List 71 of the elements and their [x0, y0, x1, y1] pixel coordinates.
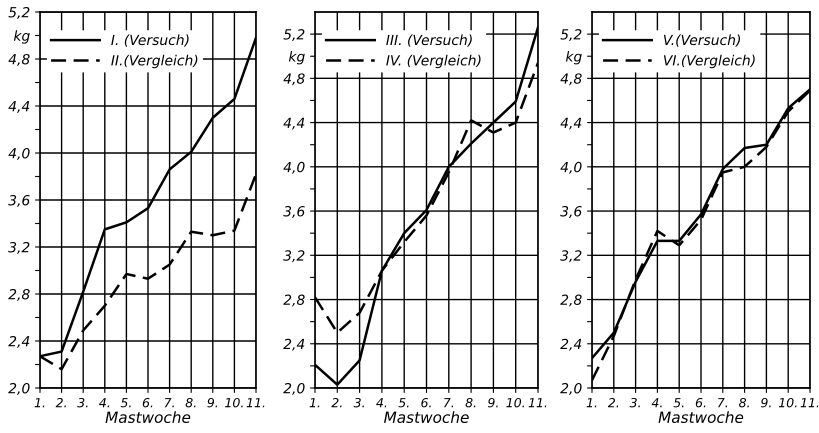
x-tick-label: 11. [246, 398, 264, 408]
x-tick-label: 4. [652, 398, 662, 408]
y-tick-label: 3,6 [8, 194, 30, 207]
y-tick-label: 2,0 [283, 382, 305, 395]
y-tick-label: 2,4 [283, 338, 304, 351]
x-tick-label: 6. [421, 398, 431, 408]
x-tick-label: 2. [608, 398, 618, 408]
x-axis-title: Mastwoche [106, 411, 190, 424]
y-tick-label: 2,4 [560, 338, 582, 351]
x-tick-label: 10. [778, 398, 796, 408]
x-axis-title: Mastwoche [384, 411, 469, 424]
x-tick-label: 8. [739, 398, 749, 408]
x-tick-label: 3. [630, 398, 640, 408]
legend-label: V.(Versuch) [664, 34, 740, 47]
x-tick-label: 2. [331, 398, 342, 408]
legend-label: II.(Vergleich) [111, 54, 198, 68]
legend-label: III. (Versuch) [386, 34, 472, 47]
y-tick-label: 3,6 [560, 206, 582, 218]
x-tick-label: 6. [142, 398, 152, 408]
x-tick-label: 4. [99, 398, 110, 408]
y-tick-label: 4,8 [560, 73, 582, 86]
x-tick-label: 3. [77, 398, 88, 408]
x-tick-label: 6. [696, 398, 706, 408]
x-tick-label: 1. [310, 398, 320, 408]
x-tick-label: 9. [760, 398, 771, 408]
y-tick-label: 5,2 [8, 6, 30, 19]
x-tick-label: 3. [354, 398, 364, 408]
y-tick-label: 4,0 [283, 162, 305, 174]
y-tick-label: 4,8 [283, 73, 305, 86]
y-tick-label: 4,0 [8, 148, 30, 160]
x-tick-label: 9. [488, 398, 498, 408]
y-tick-label: kg [14, 30, 30, 44]
x-tick-label: 7. [718, 398, 728, 408]
x-tick-label: 10. [225, 398, 243, 408]
y-tick-label: 5,2 [283, 29, 304, 42]
y-tick-label: 4,4 [8, 101, 30, 113]
y-tick-label: 3,6 [283, 206, 305, 218]
legend-label: VI.(Vergleich) [664, 54, 755, 68]
y-tick-label: 2,8 [560, 294, 582, 306]
x-axis-title: Mastwoche [658, 411, 744, 424]
x-tick-label: 9. [207, 398, 218, 408]
y-tick-label: 2,8 [8, 288, 30, 301]
legend-label: I. (Versuch) [111, 34, 189, 47]
x-tick-label: 11. [528, 398, 546, 408]
x-tick-label: 7. [444, 398, 454, 408]
x-tick-label: 1. [34, 398, 44, 408]
x-tick-label: 1. [586, 398, 596, 408]
y-tick-label: 2,4 [8, 336, 30, 348]
y-tick-label: 2,0 [560, 382, 582, 395]
y-tick-label: 5,2 [560, 29, 582, 42]
x-tick-label: 8. [466, 398, 476, 408]
y-tick-label: kg [288, 50, 305, 64]
y-tick-label: 2,8 [283, 294, 305, 306]
y-tick-label: 4,8 [8, 54, 30, 66]
x-tick-label: 2. [56, 398, 66, 408]
x-tick-label: 5. [120, 398, 131, 408]
y-tick-label: kg [566, 50, 582, 64]
x-tick-label: 8. [186, 398, 196, 408]
y-tick-label: 4,0 [560, 162, 582, 174]
x-tick-label: 5. [673, 398, 684, 408]
y-tick-label: 3,2 [560, 250, 582, 262]
y-tick-label: 3,2 [8, 242, 30, 254]
x-tick-label: 10. [506, 398, 524, 408]
x-tick-label: 5. [398, 398, 409, 408]
y-tick-label: 3,2 [283, 250, 304, 262]
x-tick-label: 4. [376, 398, 386, 408]
x-tick-label: 7. [164, 398, 174, 408]
legend-label: IV. (Vergleich) [386, 54, 481, 68]
y-tick-label: 4,4 [560, 118, 582, 130]
x-tick-label: 11. [800, 398, 818, 408]
y-tick-label: 4,4 [283, 118, 304, 130]
